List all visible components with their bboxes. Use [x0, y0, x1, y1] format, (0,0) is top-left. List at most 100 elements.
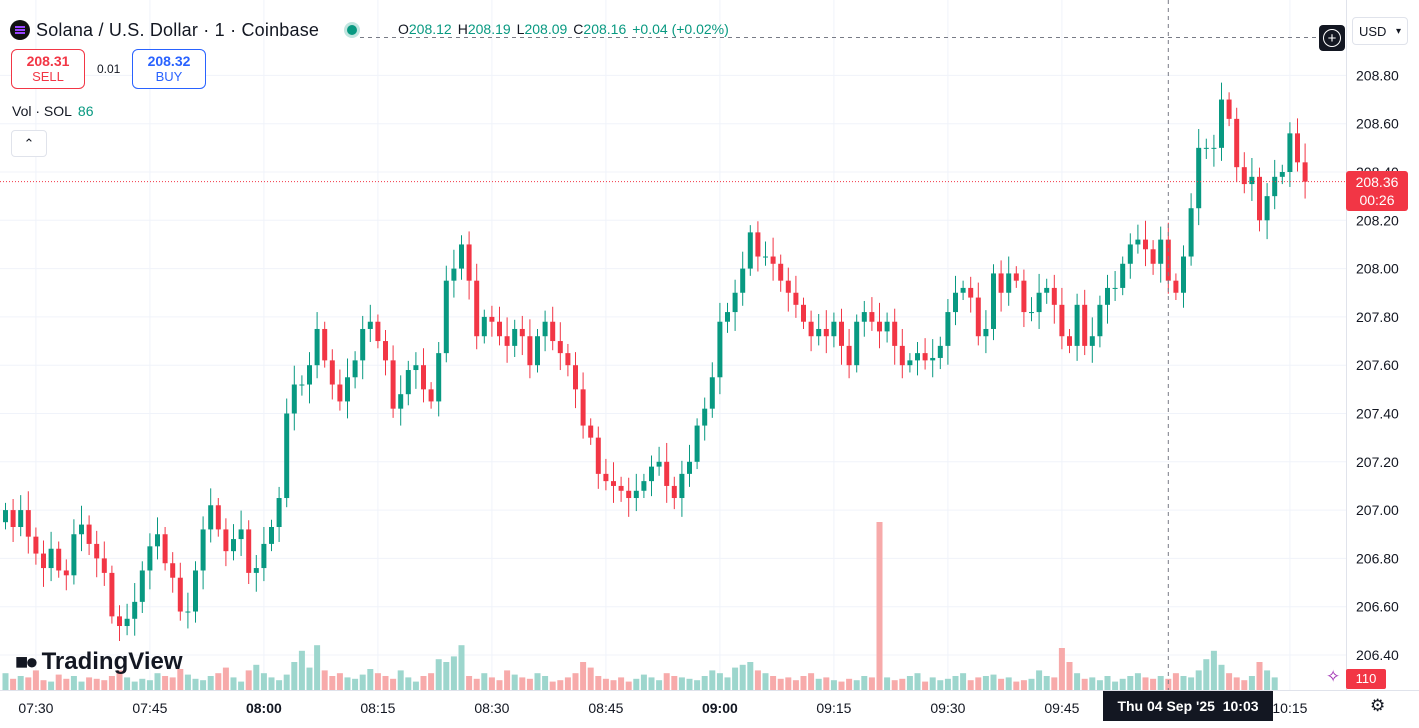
volume-bar — [542, 676, 549, 690]
volume-bar — [982, 676, 989, 690]
volume-bar — [572, 673, 579, 690]
candle-body — [626, 490, 632, 499]
crosshair-time-label: Thu 04 Sep '25 10:03 — [1103, 691, 1273, 721]
volume-bar — [1005, 677, 1012, 690]
volume-bar — [283, 674, 290, 690]
candle-body — [215, 505, 221, 530]
candle-body — [329, 360, 335, 385]
volume-bar — [625, 681, 632, 690]
bar-countdown: 00:26 — [1359, 192, 1395, 208]
currency-select[interactable]: USD ▾ — [1352, 17, 1408, 45]
candle-body — [117, 616, 122, 627]
currency-value: USD — [1359, 23, 1387, 39]
candle-body — [1257, 176, 1262, 221]
volume-bar — [1074, 673, 1081, 690]
candle-body — [702, 408, 708, 426]
tradingview-watermark[interactable]: ■● TradingView — [15, 648, 183, 676]
volume-bar — [207, 676, 214, 690]
candle-body — [603, 473, 609, 482]
candle-body — [284, 413, 290, 499]
sparkle-icon[interactable]: ✧ — [1326, 667, 1341, 686]
volume-bar — [298, 650, 305, 690]
volume-bar — [656, 680, 663, 690]
y-tick-label: 208.60 — [1356, 116, 1399, 132]
candle-body — [595, 437, 601, 474]
candle-body — [200, 529, 206, 571]
volume-legend[interactable]: Vol · SOL 86 — [12, 103, 94, 119]
candle-body — [1249, 176, 1255, 185]
volume-bar — [420, 676, 427, 690]
volume-bar — [336, 673, 343, 690]
candle-body — [345, 377, 350, 402]
sell-button[interactable]: 208.31 SELL — [11, 49, 85, 89]
candle-body — [884, 321, 890, 332]
close-label: C — [573, 21, 584, 37]
candle-body — [1127, 244, 1133, 264]
volume-bar — [595, 676, 602, 690]
candle-body — [71, 534, 77, 576]
candle-body — [915, 353, 920, 361]
volume-bar — [884, 677, 891, 690]
candle-body — [63, 570, 69, 576]
candle-body — [246, 529, 252, 573]
gear-icon[interactable]: ⚙ — [1370, 696, 1386, 715]
y-tick-label: 207.80 — [1356, 309, 1399, 325]
volume-bar — [792, 680, 799, 690]
collapse-legend-button[interactable]: ⌃ — [11, 130, 47, 157]
candle-body — [231, 539, 236, 552]
candle-body — [930, 357, 936, 361]
volume-bar — [975, 677, 982, 690]
candle-body — [375, 321, 381, 342]
candle-body — [1211, 147, 1217, 149]
high-value: 208.19 — [467, 21, 511, 37]
volume-bar — [1096, 680, 1103, 690]
volume-bar — [314, 645, 321, 690]
candle-body — [1226, 99, 1232, 119]
volume-bar — [838, 681, 845, 690]
buy-button[interactable]: 208.32 BUY — [132, 49, 206, 89]
symbol-header[interactable]: Solana / U.S. Dollar · 1 · Coinbase — [10, 18, 358, 42]
volume-bar — [496, 680, 503, 690]
volume-bar — [367, 669, 374, 690]
candle-body — [535, 336, 540, 366]
candle-body — [960, 287, 966, 293]
market-status-icon[interactable] — [347, 25, 358, 35]
candle-body — [337, 384, 343, 402]
candle-body — [94, 543, 100, 559]
volume-bar — [549, 681, 556, 690]
volume-bar — [914, 673, 921, 690]
candle-body — [291, 384, 297, 414]
volume-bar — [899, 678, 906, 690]
candle-body — [854, 321, 860, 366]
candle-body — [421, 365, 426, 390]
candle-body — [436, 353, 442, 402]
volume-bar — [177, 669, 184, 690]
candle-body — [497, 321, 502, 337]
candle-body — [208, 505, 214, 530]
last-volume-tag: 110 — [1346, 669, 1386, 689]
symbol-title[interactable]: Solana / U.S. Dollar · 1 · Coinbase — [36, 19, 320, 40]
volume-bar — [709, 670, 716, 690]
volume-bar — [32, 670, 39, 690]
price-axis[interactable]: 206.40 206.60 206.80 207.00 207.20 207.40 207.… — [1356, 67, 1399, 663]
y-tick-label: 207.60 — [1356, 357, 1399, 373]
candle-body — [709, 377, 715, 409]
candle-body — [276, 498, 282, 528]
candle-body — [633, 490, 639, 499]
volume-bar — [846, 678, 853, 690]
volume-bar — [230, 677, 237, 690]
candle-body — [991, 273, 996, 329]
volume-bar — [329, 676, 336, 690]
volume-bar — [671, 676, 678, 690]
volume-bar — [1233, 677, 1240, 690]
volume-bar — [944, 678, 951, 690]
last-price-value: 208.36 — [1355, 174, 1399, 190]
time-axis[interactable]: 07:30 07:45 08:00 08:15 08:30 08:45 09:00 09:15… — [18, 700, 1307, 716]
add-alert-button[interactable]: + — [1319, 25, 1345, 51]
volume-bar — [55, 674, 62, 690]
x-tick-label: 07:30 — [18, 700, 53, 716]
candle-body — [1089, 336, 1095, 346]
volume-bar — [526, 678, 533, 690]
volume-bar — [800, 676, 807, 690]
